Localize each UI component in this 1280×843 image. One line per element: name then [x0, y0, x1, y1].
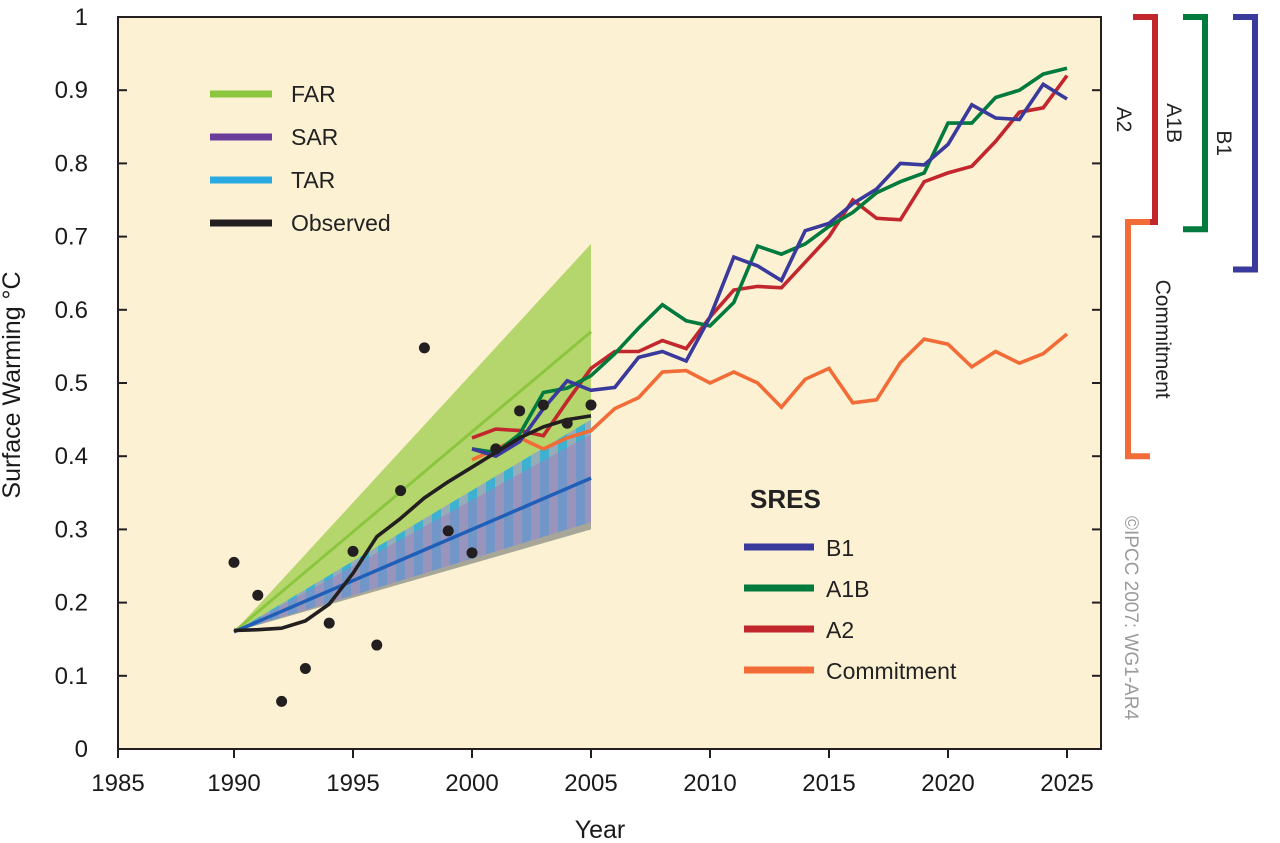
y-tick-label: 0.2 [55, 590, 88, 617]
range-label-a2: A2 [1112, 107, 1135, 133]
band-sar [234, 434, 591, 632]
observed-point [252, 589, 264, 601]
y-tick-label: 0.5 [55, 370, 88, 397]
observed-point [514, 405, 526, 417]
x-tick-label: 2000 [445, 770, 498, 797]
x-tick-label: 1985 [91, 770, 144, 797]
observed-points [228, 342, 597, 707]
scenario-lines [233, 66, 1069, 633]
range-label-a1b: A1B [1162, 103, 1185, 143]
x-tick-label: 2010 [683, 770, 736, 797]
legend-label-a1b: A1B [826, 576, 869, 602]
observed-point [418, 342, 430, 354]
y-tick-label: 0.8 [55, 150, 88, 177]
range-bracket-a2 [1133, 14, 1158, 225]
observed-point [299, 662, 311, 674]
y-tick-label: 0.6 [55, 297, 88, 324]
scenario-line-b1 [471, 81, 1068, 459]
sres-legend-title: SRES [750, 484, 821, 514]
range-brackets: A2 A1B B1 Commitment [1112, 14, 1258, 460]
x-axis-title: Year [575, 816, 626, 843]
observed-point [537, 399, 549, 411]
band-tar [234, 419, 591, 632]
x-axis: 1985 1990 1995 2000 2005 2010 2015 2020 2025 [91, 749, 1094, 797]
observed-point [585, 399, 597, 411]
x-tick-label: 1995 [326, 770, 379, 797]
observed-point [442, 525, 454, 537]
legend-label-tar: TAR [291, 167, 335, 193]
plot-background [118, 17, 1101, 749]
range-label-commitment: Commitment [1151, 280, 1174, 399]
scenario-line-a1b [471, 66, 1068, 455]
x-tick-label: 2025 [1040, 770, 1093, 797]
observed-point [276, 695, 288, 707]
scenario-line-commitment [471, 332, 1069, 462]
y-tick-label: 0.4 [55, 443, 88, 470]
legend-label-b1: B1 [826, 535, 854, 561]
y-axis-title: Surface Warming °C [0, 271, 26, 498]
assessment-bands [233, 243, 592, 634]
observed-point [490, 443, 502, 455]
y-tick-label: 0 [75, 736, 88, 763]
copyright-note: ©IPCC 2007: WG1-AR4 [1120, 516, 1141, 720]
scenario-line-a2 [471, 74, 1069, 440]
observed-point [395, 485, 407, 497]
observed-point [466, 547, 478, 559]
legend-label-sar: SAR [291, 124, 338, 150]
legend-label-a2: A2 [826, 617, 854, 643]
legend-label-far: FAR [291, 81, 336, 107]
observed-point [228, 556, 240, 568]
observed-point [371, 639, 383, 651]
range-bracket-a1b [1183, 14, 1208, 233]
x-tick-label: 2020 [921, 770, 974, 797]
observed-smoothed-line [233, 414, 592, 633]
assessment-legend: FAR SAR TAR Observed [210, 81, 391, 236]
observed-point [323, 617, 335, 629]
band-central-far [233, 330, 592, 634]
legend-label-observed: Observed [291, 210, 391, 236]
range-bracket-b1 [1233, 14, 1258, 273]
x-tick-label: 1990 [207, 770, 260, 797]
observed-point [347, 545, 359, 557]
y-tick-label: 0.3 [55, 516, 88, 543]
y-tick-label: 1 [75, 4, 88, 31]
range-label-b1: B1 [1212, 130, 1235, 156]
y-tick-label: 0.1 [55, 663, 88, 690]
observed-point [561, 417, 573, 429]
band-central-sar [233, 476, 592, 634]
x-tick-label: 2015 [802, 770, 855, 797]
y-tick-label: 0.7 [55, 224, 88, 251]
x-tick-label: 2005 [564, 770, 617, 797]
sres-legend: SRES B1 A1B A2 Commitment [744, 484, 957, 684]
y-axis: 0 0.1 0.2 0.3 0.4 0.5 0.6 0.7 0.8 0.9 1 [55, 4, 1101, 763]
range-bracket-commitment [1125, 218, 1150, 460]
y-tick-label: 0.9 [55, 77, 88, 104]
legend-label-commitment: Commitment [826, 658, 957, 684]
